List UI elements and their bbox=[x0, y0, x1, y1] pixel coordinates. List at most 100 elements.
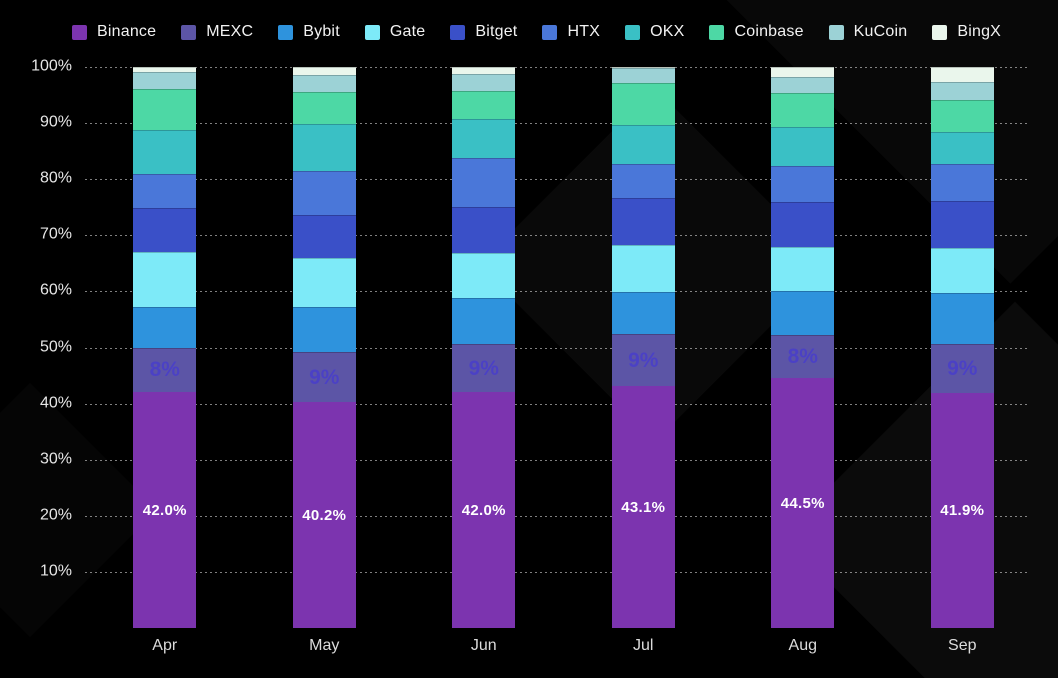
bar-segment-mexc[interactable]: 8% bbox=[771, 334, 835, 379]
bar-segment-bybit[interactable] bbox=[133, 306, 197, 348]
bar-segment-mexc[interactable]: 8% bbox=[133, 347, 197, 393]
y-tick-label: 90% bbox=[39, 113, 72, 131]
legend-item-okx[interactable]: OKX bbox=[625, 23, 684, 41]
bar-segment-okx[interactable] bbox=[292, 124, 356, 171]
bar-segment-bitget[interactable] bbox=[611, 197, 675, 246]
bar-segment-okx[interactable] bbox=[133, 130, 197, 175]
legend-item-binance[interactable]: Binance bbox=[72, 23, 156, 41]
bar-segment-coinbase[interactable] bbox=[452, 90, 516, 119]
bar-segment-htx[interactable] bbox=[133, 174, 197, 209]
bar-segment-htx[interactable] bbox=[452, 157, 516, 207]
bar-segment-kucoin[interactable] bbox=[133, 71, 197, 89]
legend-item-bitget[interactable]: Bitget bbox=[450, 23, 517, 41]
bar-segment-bybit[interactable] bbox=[771, 291, 835, 335]
bar-segment-gate[interactable] bbox=[292, 258, 356, 307]
gridline-10 bbox=[85, 571, 1028, 573]
bar-segment-coinbase[interactable] bbox=[771, 93, 835, 127]
bar-segment-bitget[interactable] bbox=[930, 201, 994, 249]
bar-segment-bitget[interactable] bbox=[292, 214, 356, 259]
bar-segment-okx[interactable] bbox=[930, 131, 994, 165]
y-tick-label: 10% bbox=[39, 562, 72, 580]
legend-item-coinbase[interactable]: Coinbase bbox=[709, 23, 803, 41]
gridline-30 bbox=[85, 459, 1028, 461]
bar-segment-bingx[interactable] bbox=[611, 67, 675, 69]
bar-segment-binance[interactable]: 42.0% bbox=[452, 392, 516, 628]
bar-segment-gate[interactable] bbox=[771, 247, 835, 292]
bingx-legend-swatch-icon bbox=[932, 24, 948, 40]
bar-segment-gate[interactable] bbox=[133, 252, 197, 307]
x-tick-label-may: May bbox=[309, 637, 340, 654]
bar-segment-okx[interactable] bbox=[611, 125, 675, 164]
y-tick-label: 50% bbox=[39, 338, 72, 356]
bar-segment-htx[interactable] bbox=[292, 170, 356, 215]
mexc-value-label: 9% bbox=[628, 348, 659, 372]
binance-legend-swatch-icon bbox=[72, 24, 87, 40]
bitget-legend-swatch-icon bbox=[450, 24, 466, 40]
mexc-value-label: 8% bbox=[149, 358, 180, 382]
bar-segment-gate[interactable] bbox=[452, 253, 516, 298]
bar-segment-htx[interactable] bbox=[771, 165, 835, 202]
bar-segment-bitget[interactable] bbox=[133, 208, 197, 253]
bar-segment-htx[interactable] bbox=[611, 163, 675, 198]
y-tick-label: 60% bbox=[39, 282, 72, 300]
bar-segment-bingx[interactable] bbox=[930, 67, 994, 82]
mexc-legend-swatch-icon bbox=[181, 24, 197, 40]
bar-segment-htx[interactable] bbox=[930, 164, 994, 202]
stacked-bar-apr: 42.0% 8% bbox=[133, 67, 197, 628]
gridline-40 bbox=[85, 403, 1028, 405]
legend-item-mexc[interactable]: MEXC bbox=[181, 23, 253, 41]
bar-segment-kucoin[interactable] bbox=[930, 81, 994, 100]
bar-segment-bitget[interactable] bbox=[771, 201, 835, 248]
legend-item-bingx[interactable]: BingX bbox=[932, 23, 1001, 41]
bar-segment-coinbase[interactable] bbox=[930, 99, 994, 132]
mexc-value-label: 8% bbox=[787, 344, 818, 368]
bar-segment-bingx[interactable] bbox=[133, 67, 197, 72]
legend-item-gate[interactable]: Gate bbox=[364, 23, 426, 41]
bar-segment-mexc[interactable]: 9% bbox=[930, 344, 994, 393]
bar-segment-gate[interactable] bbox=[611, 245, 675, 292]
bar-segment-okx[interactable] bbox=[771, 126, 835, 166]
bar-segment-binance[interactable]: 44.5% bbox=[771, 378, 835, 628]
mexc-value-label: 9% bbox=[309, 365, 340, 389]
stacked-bar-jul: 43.1% 9% bbox=[611, 67, 675, 628]
bar-segment-kucoin[interactable] bbox=[771, 76, 835, 94]
bar-segment-kucoin[interactable] bbox=[611, 68, 675, 84]
bar-segment-kucoin[interactable] bbox=[452, 73, 516, 91]
bar-segment-mexc[interactable]: 9% bbox=[452, 344, 516, 393]
bar-segment-bingx[interactable] bbox=[452, 67, 516, 74]
bar-segment-binance[interactable]: 40.2% bbox=[292, 402, 356, 628]
bar-segment-binance[interactable]: 43.1% bbox=[611, 386, 675, 628]
bar-segment-bingx[interactable] bbox=[292, 67, 356, 75]
legend-item-htx[interactable]: HTX bbox=[542, 23, 600, 41]
binance-value-label: 42.0% bbox=[461, 501, 506, 519]
legend-item-bybit[interactable]: Bybit bbox=[278, 23, 340, 41]
bar-segment-kucoin[interactable] bbox=[292, 74, 356, 92]
bar-segment-bitget[interactable] bbox=[452, 206, 516, 254]
bar-segment-gate[interactable] bbox=[930, 248, 994, 294]
bar-segment-okx[interactable] bbox=[452, 118, 516, 158]
y-tick-label: 100% bbox=[31, 57, 72, 75]
bar-segment-binance[interactable]: 41.9% bbox=[930, 392, 994, 628]
bar-segment-coinbase[interactable] bbox=[611, 83, 675, 126]
bar-segment-mexc[interactable]: 9% bbox=[292, 352, 356, 403]
binance-value-label: 40.2% bbox=[302, 506, 347, 524]
bar-segment-bingx[interactable] bbox=[771, 67, 835, 77]
gridline-50 bbox=[85, 347, 1028, 349]
bar-segment-binance[interactable]: 42.0% bbox=[133, 392, 197, 628]
legend-label: Gate bbox=[389, 23, 426, 40]
legend-label: Binance bbox=[97, 23, 157, 40]
bar-segment-coinbase[interactable] bbox=[292, 91, 356, 125]
mexc-value-label: 9% bbox=[468, 356, 499, 380]
y-tick-label: 80% bbox=[39, 169, 72, 187]
bar-segment-bybit[interactable] bbox=[452, 297, 516, 345]
bar-segment-bybit[interactable] bbox=[930, 293, 994, 345]
bar-segment-mexc[interactable]: 9% bbox=[611, 334, 675, 387]
bar-segment-coinbase[interactable] bbox=[133, 88, 197, 131]
gridline-90 bbox=[85, 123, 1028, 125]
legend-item-kucoin[interactable]: KuCoin bbox=[828, 23, 908, 41]
bar-segment-bybit[interactable] bbox=[292, 306, 356, 352]
x-tick-label-jul: Jul bbox=[633, 637, 654, 654]
binance-value-label: 43.1% bbox=[621, 498, 666, 516]
bar-segment-bybit[interactable] bbox=[611, 291, 675, 335]
